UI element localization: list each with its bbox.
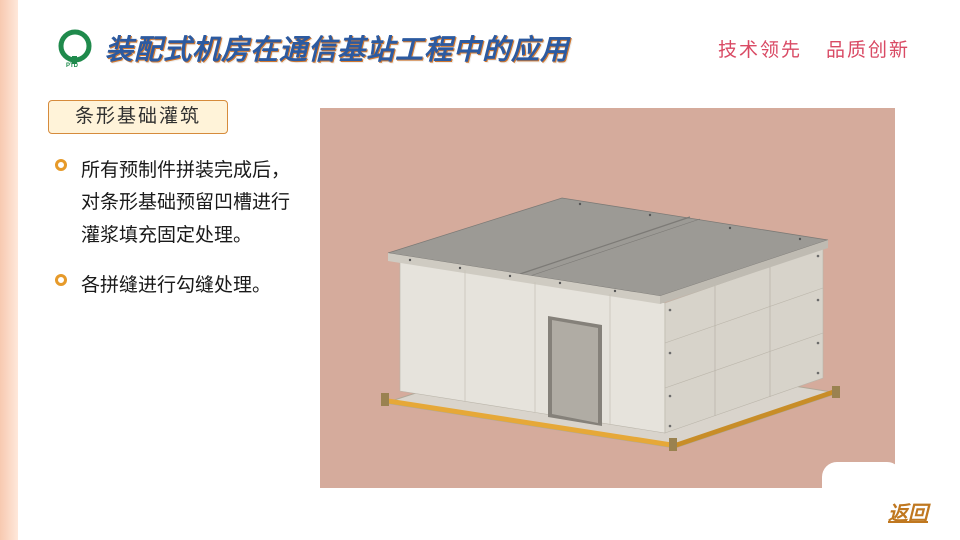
prefab-building-icon xyxy=(370,148,850,458)
left-gradient-edge xyxy=(0,0,18,540)
bullet-text: 各拼缝进行勾缝处理。 xyxy=(81,270,271,302)
building-render-panel xyxy=(320,108,895,488)
bullet-ring-icon xyxy=(55,274,73,292)
bullet-list: 所有预制件拼装完成后，对条形基础预留凹槽进行灌浆填充固定处理。 各拼缝进行勾缝处… xyxy=(55,155,290,320)
bullet-ring-icon xyxy=(55,159,73,177)
subtitle-group: 技术领先 品质创新 xyxy=(718,35,910,62)
svg-text:PTD: PTD xyxy=(66,63,79,68)
bullet-text: 所有预制件拼装完成后，对条形基础预留凹槽进行灌浆填充固定处理。 xyxy=(81,155,290,252)
decorative-blob xyxy=(822,462,902,492)
return-link[interactable]: 返回 xyxy=(888,497,928,526)
list-item: 所有预制件拼装完成后，对条形基础预留凹槽进行灌浆填充固定处理。 xyxy=(55,155,290,252)
section-label: 条形基础灌筑 xyxy=(48,100,228,134)
subtitle-quality: 品质创新 xyxy=(826,35,910,62)
company-logo-icon: PTD xyxy=(55,28,95,68)
page-title: 装配式机房在通信基站工程中的应用 xyxy=(105,28,569,68)
list-item: 各拼缝进行勾缝处理。 xyxy=(55,270,290,302)
subtitle-tech: 技术领先 xyxy=(718,35,802,62)
header: PTD 装配式机房在通信基站工程中的应用 xyxy=(55,28,569,68)
